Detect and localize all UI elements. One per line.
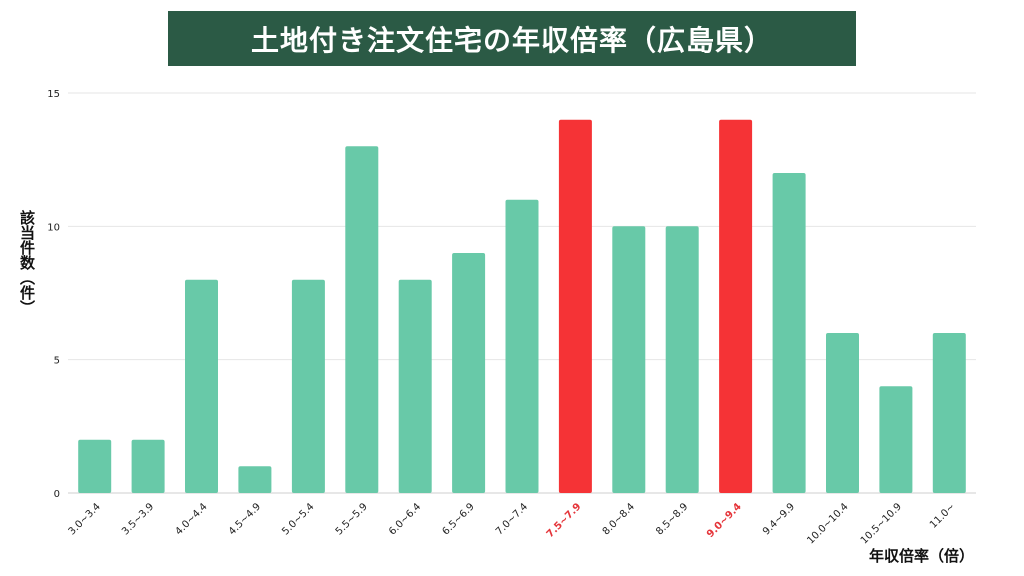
x-tick-label: 7.5~7.9 bbox=[545, 501, 584, 540]
bar bbox=[398, 279, 432, 493]
bar bbox=[772, 173, 806, 493]
bar bbox=[932, 333, 966, 493]
y-tick-label: 10 bbox=[47, 222, 60, 233]
y-tick-label: 5 bbox=[54, 356, 60, 367]
x-tick-label: 11.0~ bbox=[928, 501, 957, 530]
x-tick-label: 10.0~10.4 bbox=[805, 501, 850, 546]
bar bbox=[291, 279, 325, 493]
x-tick-label: 8.0~8.4 bbox=[601, 501, 637, 537]
y-tick-label: 0 bbox=[54, 489, 60, 500]
bar bbox=[452, 253, 486, 493]
chart-title: 土地付き注文住宅の年収倍率（広島県） bbox=[168, 11, 856, 66]
x-tick-label: 3.5~3.9 bbox=[120, 501, 156, 537]
bar bbox=[345, 146, 379, 494]
x-axis-label: 年収倍率（倍） bbox=[868, 547, 974, 565]
x-tick-label: 8.5~8.9 bbox=[654, 501, 690, 537]
bar bbox=[719, 119, 753, 493]
bar bbox=[505, 199, 539, 493]
x-tick-label: 9.4~9.9 bbox=[761, 501, 797, 537]
x-tick-label: 4.5~4.9 bbox=[227, 501, 263, 537]
bar bbox=[185, 279, 218, 493]
bar bbox=[238, 466, 272, 493]
bar bbox=[826, 333, 859, 493]
bar bbox=[558, 119, 592, 493]
x-tick-label: 5.0~5.4 bbox=[280, 501, 316, 537]
x-tick-label: 10.5~10.9 bbox=[859, 501, 904, 546]
x-tick-layer: 3.0~3.4 3.5~3.9 4.0~4.4 4.5~4.9 5.0~5.4 5.5~5… bbox=[67, 501, 958, 546]
y-tick-layer: 0 5 10 15 bbox=[47, 89, 60, 500]
x-tick-label: 9.0~9.4 bbox=[705, 501, 744, 540]
x-tick-label: 3.0~3.4 bbox=[67, 501, 103, 537]
y-tick-label: 15 bbox=[47, 89, 60, 100]
x-tick-label: 4.0~4.4 bbox=[173, 501, 209, 537]
bar bbox=[612, 226, 646, 494]
bar bbox=[131, 439, 165, 493]
bar bbox=[78, 439, 112, 493]
bar-layer bbox=[78, 119, 966, 494]
y-axis-label: 該当件数（件） bbox=[18, 210, 36, 315]
x-tick-label: 7.0~7.4 bbox=[494, 501, 530, 537]
x-tick-label: 6.5~6.9 bbox=[441, 501, 477, 537]
bar bbox=[879, 386, 913, 493]
bar bbox=[665, 226, 699, 494]
x-tick-label: 6.0~6.4 bbox=[387, 501, 423, 537]
x-tick-label: 5.5~5.9 bbox=[334, 501, 370, 537]
